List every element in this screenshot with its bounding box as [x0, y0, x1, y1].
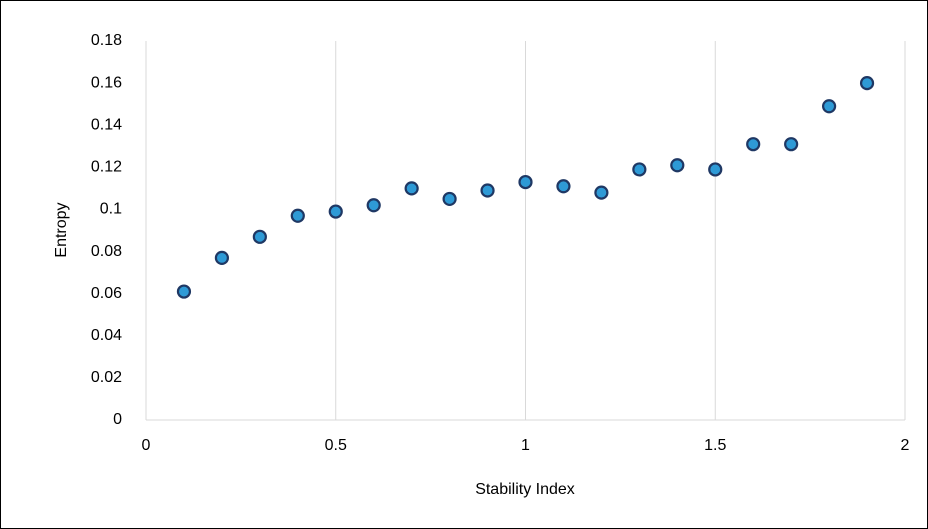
x-tick-label: 2	[901, 437, 910, 454]
point	[784, 137, 799, 152]
point	[252, 229, 267, 244]
point	[328, 204, 343, 219]
point	[556, 179, 571, 194]
x-tick-label: 0	[142, 437, 151, 454]
y-tick-label: 0.02	[91, 369, 122, 386]
y-axis-label: Entropy	[53, 202, 70, 257]
x-axis-label: Stability Index	[475, 481, 575, 498]
y-tick-label: 0.08	[91, 243, 122, 260]
point	[404, 181, 419, 196]
y-tick-label: 0.1	[100, 201, 122, 218]
y-tick-label: 0.14	[91, 116, 122, 133]
point	[214, 250, 229, 265]
y-tick-label: 0.18	[91, 32, 122, 49]
point	[670, 158, 685, 173]
point	[480, 183, 495, 198]
x-tick-label: 0.5	[325, 437, 347, 454]
point	[821, 99, 837, 114]
point	[176, 284, 192, 299]
x-tick-label: 1	[521, 437, 530, 454]
y-tick-label: 0.12	[91, 159, 122, 176]
point	[290, 208, 305, 223]
x-tick-label: 1.5	[704, 437, 726, 454]
y-tick-label: 0.16	[91, 74, 122, 91]
point	[366, 198, 381, 213]
point	[746, 137, 761, 152]
y-tick-label: 0.04	[91, 327, 122, 344]
point	[632, 162, 647, 177]
point	[518, 174, 533, 190]
y-tick-label: 0.06	[91, 285, 122, 302]
y-tick-label: 0	[113, 411, 122, 428]
point	[442, 191, 457, 207]
point	[594, 185, 609, 200]
point	[859, 76, 875, 91]
point	[708, 162, 723, 177]
